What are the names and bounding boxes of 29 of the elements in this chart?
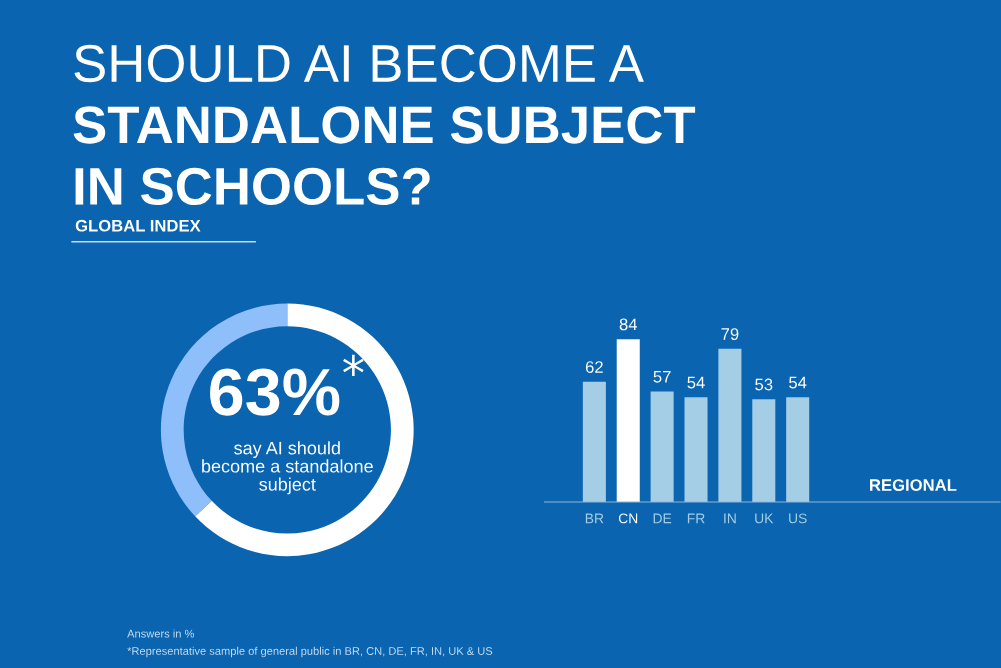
bar bbox=[582, 381, 606, 502]
bar bbox=[718, 348, 742, 502]
data-label: 84 bbox=[619, 318, 638, 331]
x-tick-label: US bbox=[789, 513, 807, 524]
bar bbox=[650, 391, 674, 502]
data-label: 54 bbox=[789, 376, 807, 389]
bar bbox=[752, 399, 776, 502]
text: say AI should become a standalone subject bbox=[202, 441, 373, 495]
text: *Representative sample of general public in BR, CN, DE, FR, IN, UK & US bbox=[127, 646, 493, 658]
bar bbox=[786, 397, 810, 502]
data-label: 54 bbox=[687, 376, 705, 389]
x-tick-label: IN bbox=[724, 513, 736, 524]
x-tick-label: DE bbox=[653, 513, 672, 524]
chart-title: SHOULD AI BECOME A STANDALONE SUBJECT IN SCHOOLS? bbox=[73, 44, 696, 206]
text: Answers in % bbox=[127, 629, 195, 638]
x-tick-label: UK bbox=[755, 513, 774, 524]
bar bbox=[616, 339, 640, 502]
bar bbox=[684, 397, 708, 502]
x-tick-label: FR bbox=[687, 513, 705, 524]
x-tick-label: BR bbox=[585, 513, 604, 524]
data-label: 62 bbox=[585, 361, 603, 373]
data-label: 79 bbox=[721, 328, 739, 340]
data-label: 63%$^{*}$ bbox=[210, 354, 364, 416]
chart-subtitle: GLOBAL INDEX bbox=[75, 219, 201, 232]
donut-slice bbox=[195, 303, 414, 557]
data-label: 53 bbox=[755, 378, 773, 391]
text: REGIONAL bbox=[870, 479, 957, 491]
data-label: 57 bbox=[653, 371, 671, 383]
x-tick-label: CN bbox=[618, 513, 638, 524]
